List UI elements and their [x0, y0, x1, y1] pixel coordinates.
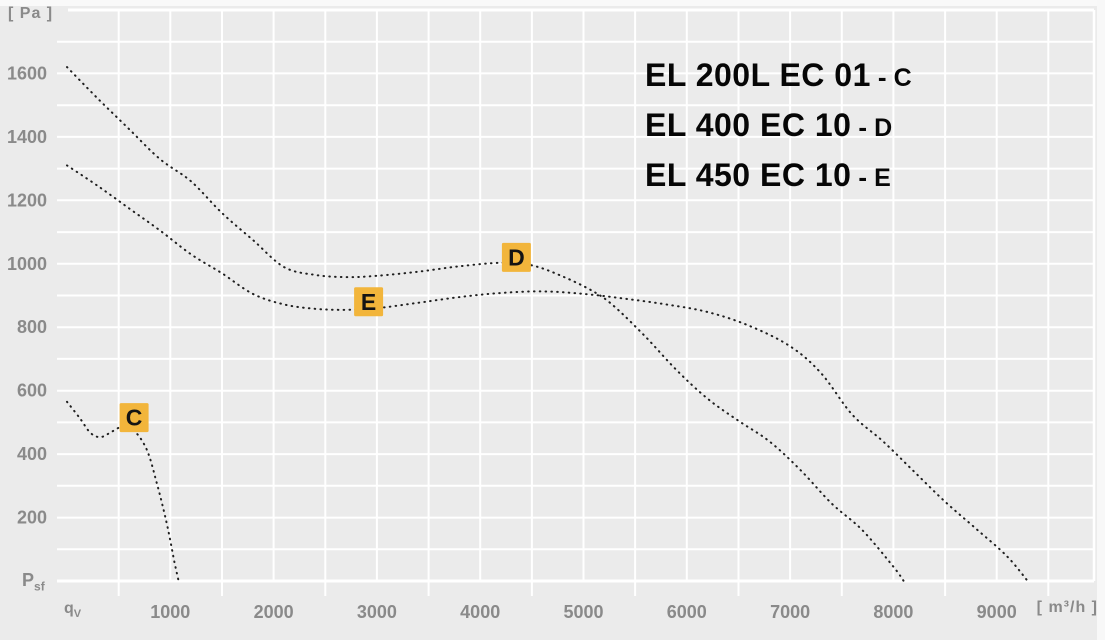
legend-curve-key: E	[874, 164, 891, 192]
top-margin-band	[0, 0, 1105, 6]
svg-text:4000: 4000	[460, 602, 500, 622]
legend-separator: -	[858, 112, 868, 142]
svg-text:2000: 2000	[254, 602, 294, 622]
legend-model-name: EL 450 EC 10	[645, 157, 852, 193]
x-origin-subscript: V	[73, 608, 82, 621]
svg-text:1000: 1000	[7, 254, 47, 274]
y-origin-symbol: P	[22, 570, 35, 590]
svg-text:800: 800	[17, 317, 47, 337]
legend-model-name: EL 200L EC 01	[645, 57, 871, 93]
svg-text:400: 400	[17, 444, 47, 464]
y-axis-unit-label: [ Pa ]	[8, 5, 54, 22]
x-axis-tick-labels: 1000 2000 3000 4000 5000 6000 7000 8000 9000	[150, 602, 1016, 622]
legend-item-d: EL 400 EC 10 - D	[645, 107, 912, 157]
curve-D	[66, 66, 905, 582]
curve-C	[66, 400, 180, 582]
y-origin-subscript: sf	[34, 579, 45, 594]
legend: EL 200L EC 01 - C EL 400 EC 10 - D EL 45…	[645, 57, 912, 207]
x-axis-origin-label: qV	[64, 600, 81, 620]
svg-text:7000: 7000	[770, 602, 810, 622]
right-margin-band	[1097, 0, 1105, 640]
svg-text:1400: 1400	[7, 127, 47, 147]
legend-curve-key: C	[893, 64, 912, 92]
svg-text:9000: 9000	[977, 602, 1017, 622]
svg-text:8000: 8000	[873, 602, 913, 622]
svg-text:3000: 3000	[357, 602, 397, 622]
svg-text:200: 200	[17, 508, 47, 528]
legend-curve-key: D	[874, 114, 893, 142]
x-axis-unit-label: [ m³/h ]	[1036, 599, 1098, 616]
svg-text:C: C	[126, 405, 143, 431]
y-axis-tick-labels: 200 400 600 800 1000 1200 1400 1600	[7, 63, 47, 527]
curve-E	[66, 164, 1029, 582]
legend-item-c: EL 200L EC 01 - C	[645, 57, 912, 107]
x-origin-symbol: q	[64, 600, 74, 617]
svg-text:6000: 6000	[667, 602, 707, 622]
svg-text:D: D	[508, 244, 525, 270]
h-gridlines	[57, 8, 1094, 583]
legend-model-name: EL 400 EC 10	[645, 107, 852, 143]
v-gridlines	[117, 10, 1096, 596]
svg-text:1000: 1000	[150, 602, 190, 622]
svg-text:5000: 5000	[563, 602, 603, 622]
legend-separator: -	[877, 62, 887, 92]
svg-text:1200: 1200	[7, 190, 47, 210]
svg-text:1600: 1600	[7, 63, 47, 83]
svg-text:E: E	[361, 289, 376, 315]
marker-C: C	[119, 403, 149, 433]
y-axis-origin-label: Psf	[22, 570, 45, 594]
svg-text:600: 600	[17, 381, 47, 401]
marker-D: D	[501, 242, 531, 272]
legend-item-e: EL 450 EC 10 - E	[645, 157, 912, 207]
marker-E: E	[354, 287, 384, 317]
legend-separator: -	[858, 162, 868, 192]
